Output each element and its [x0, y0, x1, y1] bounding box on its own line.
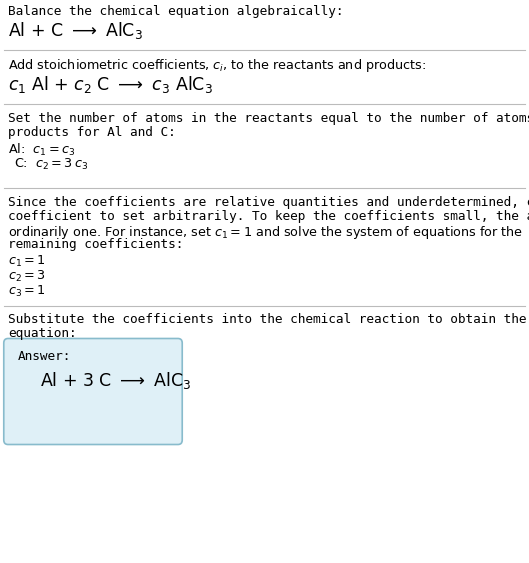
Text: products for Al and C:: products for Al and C:	[8, 126, 176, 139]
Text: ordinarily one. For instance, set $c_1 = 1$ and solve the system of equations fo: ordinarily one. For instance, set $c_1 =…	[8, 224, 523, 241]
Text: Add stoichiometric coefficients, $c_i$, to the reactants and products:: Add stoichiometric coefficients, $c_i$, …	[8, 57, 426, 74]
Text: Answer:: Answer:	[18, 350, 71, 363]
Text: $c_1 = 1$: $c_1 = 1$	[8, 254, 45, 269]
Text: Set the number of atoms in the reactants equal to the number of atoms in the: Set the number of atoms in the reactants…	[8, 112, 529, 125]
Text: Al:  $c_1 = c_3$: Al: $c_1 = c_3$	[8, 142, 75, 158]
Text: $c_3 = 1$: $c_3 = 1$	[8, 284, 45, 299]
Text: remaining coefficients:: remaining coefficients:	[8, 238, 184, 251]
Text: Balance the chemical equation algebraically:: Balance the chemical equation algebraica…	[8, 5, 343, 18]
Text: C:  $c_2 = 3\,c_3$: C: $c_2 = 3\,c_3$	[14, 157, 88, 172]
Text: $c_2 = 3$: $c_2 = 3$	[8, 269, 46, 284]
Text: Substitute the coefficients into the chemical reaction to obtain the balanced: Substitute the coefficients into the che…	[8, 313, 529, 326]
Text: Since the coefficients are relative quantities and underdetermined, choose a: Since the coefficients are relative quan…	[8, 196, 529, 209]
Text: coefficient to set arbitrarily. To keep the coefficients small, the arbitrary va: coefficient to set arbitrarily. To keep …	[8, 210, 529, 223]
Text: equation:: equation:	[8, 327, 77, 340]
Text: Al + 3 C $\longrightarrow$ AlC$_3$: Al + 3 C $\longrightarrow$ AlC$_3$	[40, 370, 191, 391]
Text: $c_1$ Al + $c_2$ C $\longrightarrow$ $c_3$ AlC$_3$: $c_1$ Al + $c_2$ C $\longrightarrow$ $c_…	[8, 74, 213, 95]
Text: Al + C $\longrightarrow$ AlC$_3$: Al + C $\longrightarrow$ AlC$_3$	[8, 20, 143, 41]
